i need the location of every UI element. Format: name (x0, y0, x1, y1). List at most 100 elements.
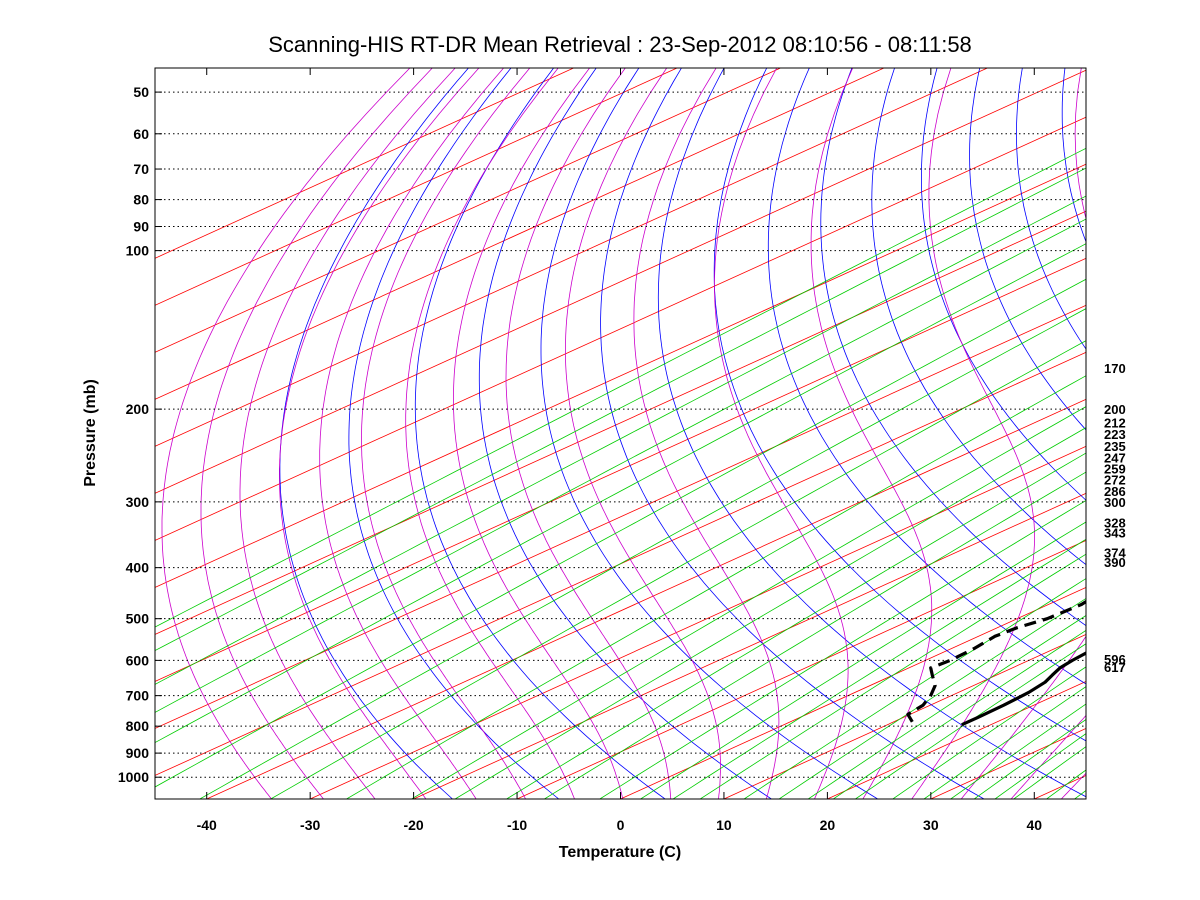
isotherm-line (155, 116, 1086, 541)
right-level-label: 272 (1104, 472, 1126, 487)
right-level-label: 200 (1104, 402, 1126, 417)
dry-adiabat-line (921, 68, 1086, 501)
profile-series (906, 599, 1086, 727)
moist-adiabat-line (1010, 714, 1086, 799)
isotherm-line (155, 304, 1086, 729)
right-level-label: 223 (1104, 427, 1126, 442)
mixing-ratio-line (155, 243, 1086, 744)
mixing-ratio-line (672, 538, 1086, 799)
dry-adiabat-line (871, 68, 1086, 566)
isotherm-line (206, 398, 1086, 799)
y-tick-label: 700 (126, 688, 150, 704)
dry-adiabat-line (279, 68, 469, 799)
mixing-ratio-line (807, 615, 1086, 799)
mixing-ratio-line (923, 686, 1086, 799)
mixing-ratio-line (270, 340, 1086, 799)
moist-adiabat-line (239, 68, 456, 799)
mixing-ratio-line (454, 427, 1086, 799)
moist-adiabat-line (453, 68, 624, 799)
x-tick-label: -10 (507, 817, 527, 833)
moist-adiabat-line (279, 68, 480, 799)
x-tick-label: -20 (403, 817, 423, 833)
isotherm-line (155, 163, 1086, 588)
moist-adiabat-line (405, 68, 575, 799)
mixing-ratio-line (155, 147, 1086, 628)
y-tick-label: 200 (126, 401, 150, 417)
mixing-ratio-line (199, 308, 1086, 799)
mixing-ratio-line (155, 278, 1086, 788)
x-tick-label: 10 (716, 817, 732, 833)
isotherm-line (930, 728, 1086, 799)
y-tick-label: 100 (126, 243, 150, 259)
mixing-ratio-line (506, 452, 1086, 799)
mixing-ratio-line (833, 629, 1086, 799)
moist-adiabat-line (161, 68, 411, 799)
isotherm-line (1138, 68, 1200, 799)
isotherm-line (413, 492, 1086, 799)
isotherm-line (155, 68, 678, 306)
x-tick-label: -30 (300, 817, 320, 833)
mixing-ratio-line (599, 500, 1086, 799)
y-tick-label: 600 (126, 652, 150, 668)
isotherm-line (827, 681, 1086, 799)
mixing-ratio-line (1074, 790, 1086, 799)
mixing-ratio-line (155, 218, 1086, 713)
mixing-ratio-line (155, 195, 1086, 685)
y-tick-label: 60 (133, 126, 149, 142)
dry-adiabat-line (969, 68, 1086, 431)
dry-adiabat-line (1016, 68, 1086, 350)
y-tick-label: 500 (126, 611, 150, 627)
y-tick-label: 90 (133, 219, 149, 235)
mixing-ratio-line (699, 553, 1086, 799)
x-tick-label: 0 (617, 817, 625, 833)
mixing-ratio-line (155, 167, 1086, 652)
isotherm-line (516, 539, 1086, 799)
moist-adiabat-line (960, 68, 1086, 799)
background-lines (155, 68, 1200, 799)
right-level-label: 596 (1104, 652, 1126, 667)
mixing-ratio-line (950, 703, 1086, 799)
right-level-label: 170 (1104, 361, 1126, 376)
moist-adiabat-line (505, 68, 672, 799)
mixing-ratio-line (640, 521, 1086, 799)
isotherm-line (155, 351, 1086, 776)
dry-adiabat-line (600, 68, 985, 799)
moist-adiabat-line (200, 68, 433, 799)
mixing-ratio-line (544, 471, 1086, 799)
chart-title: Scanning-HIS RT-DR Mean Retrieval : 23-S… (268, 32, 972, 57)
right-level-label: 374 (1104, 545, 1126, 560)
dry-adiabat-line (540, 68, 878, 799)
y-tick-label: 300 (126, 494, 150, 510)
mixing-ratio-line (411, 406, 1086, 799)
isotherm-line (155, 68, 781, 353)
mixing-ratio-line (973, 719, 1086, 799)
dry-adiabat-line (414, 68, 666, 799)
dry-adiabat-line (1150, 68, 1200, 799)
mixing-ratio-line (743, 578, 1086, 799)
mixing-ratio-line (346, 375, 1086, 799)
isotherm-line (155, 68, 988, 447)
y-tick-label: 1000 (118, 769, 149, 785)
isotherm-line (723, 633, 1086, 799)
right-level-label: 390 (1104, 555, 1126, 570)
right-level-label: 617 (1104, 660, 1126, 675)
y-tick-label: 80 (133, 192, 149, 208)
x-axis-ticks: -40 -30 -20 -10 0 10 20 30 40 (197, 68, 1042, 833)
x-axis-label: Temperature (C) (559, 844, 681, 861)
solid-profile-line (961, 651, 1086, 727)
isotherm-line (155, 210, 1086, 635)
x-tick-label: 40 (1026, 817, 1042, 833)
y-tick-label: 50 (133, 84, 149, 100)
right-level-label: 343 (1104, 525, 1126, 540)
right-level-label: 300 (1104, 495, 1126, 510)
right-level-label: 328 (1104, 515, 1126, 530)
moist-adiabat-line (713, 68, 849, 799)
y-axis-ticks: 50 60 70 80 90 100 200 300 400 500 600 700 800 900 100… (118, 84, 162, 785)
right-level-label: 235 (1104, 439, 1126, 454)
isotherm-line (155, 68, 885, 400)
y-axis-label: Pressure (mb) (82, 379, 99, 487)
moist-adiabat-line (633, 68, 780, 799)
x-tick-label: 30 (923, 817, 939, 833)
